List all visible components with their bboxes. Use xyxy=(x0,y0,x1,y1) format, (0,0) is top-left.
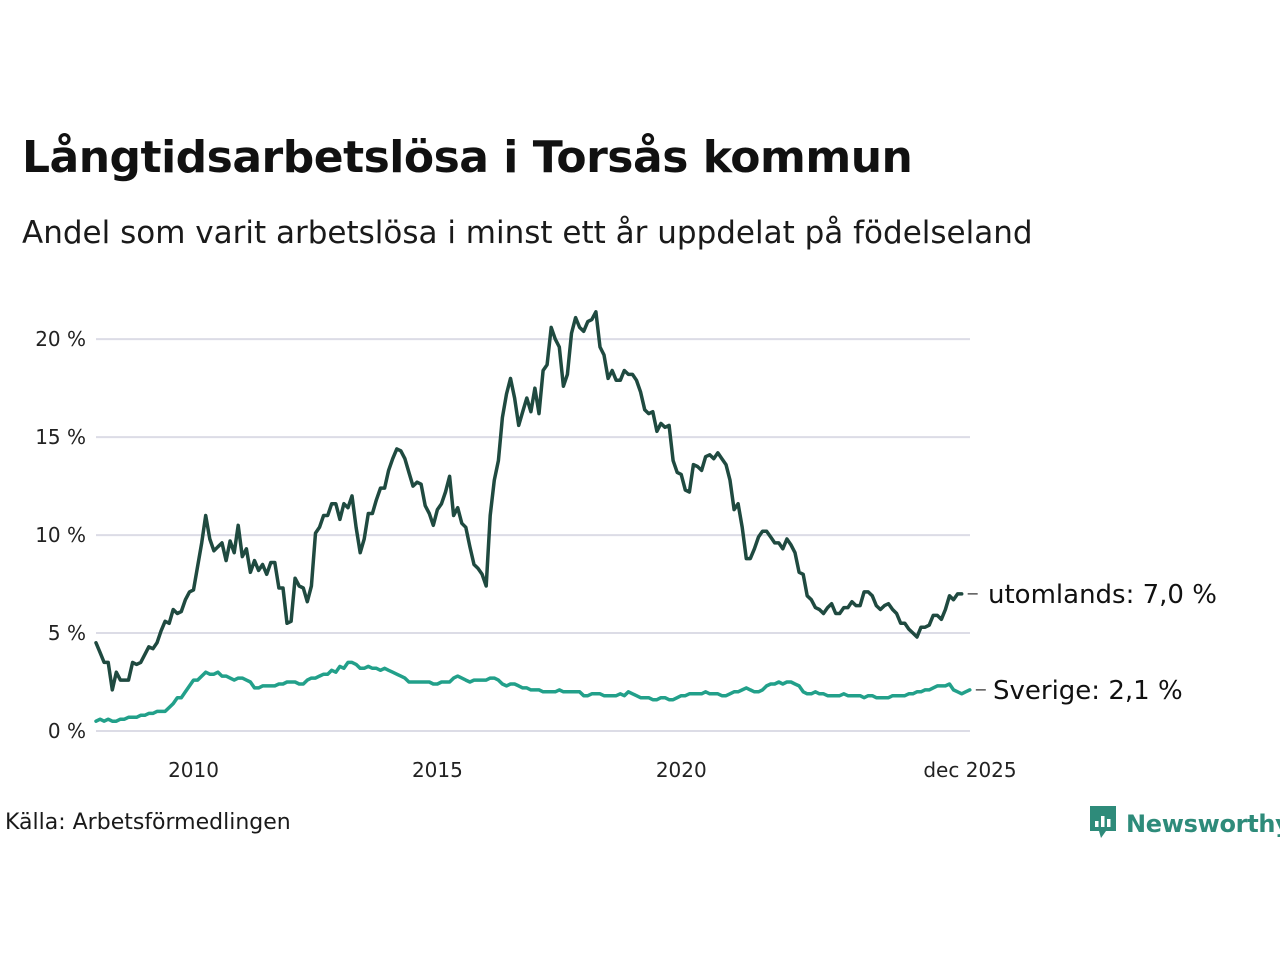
chart-title: Långtidsarbetslösa i Torsås kommun xyxy=(22,132,913,183)
y-tick-label: 10 % xyxy=(35,523,86,547)
series-lines xyxy=(94,310,972,723)
series-end-labels: utomlands: 7,0 % Sverige: 2,1 % xyxy=(967,580,1217,706)
x-tick-label: 2010 xyxy=(168,758,219,782)
source-note: Källa: Arbetsförmedlingen xyxy=(5,810,291,835)
y-tick-label: 15 % xyxy=(35,425,86,449)
end-label-utomlands: utomlands: 7,0 % xyxy=(988,580,1217,610)
x-tick-label: 2015 xyxy=(412,758,463,782)
x-tick-label: dec 2025 xyxy=(923,758,1016,782)
series-line-sverige xyxy=(94,660,972,723)
end-label-sverige: Sverige: 2,1 % xyxy=(993,676,1183,706)
x-axis-tick-labels: 2010 2015 2020 dec 2025 xyxy=(168,758,1017,782)
series-line-utomlands xyxy=(94,310,964,692)
newsworthy-logo-icon xyxy=(1088,804,1118,844)
brand-name: Newsworthy xyxy=(1126,810,1280,838)
brand-logo[interactable]: Newsworthy xyxy=(1088,804,1280,844)
chart-subtitle: Andel som varit arbetslösa i minst ett å… xyxy=(22,215,1033,251)
y-axis-tick-labels: 0 % 5 % 10 % 15 % 20 % xyxy=(35,327,86,743)
grid-lines xyxy=(96,338,970,732)
y-tick-label: 0 % xyxy=(48,719,86,743)
x-tick-label: 2020 xyxy=(656,758,707,782)
y-tick-label: 20 % xyxy=(35,327,86,351)
y-tick-label: 5 % xyxy=(48,621,86,645)
